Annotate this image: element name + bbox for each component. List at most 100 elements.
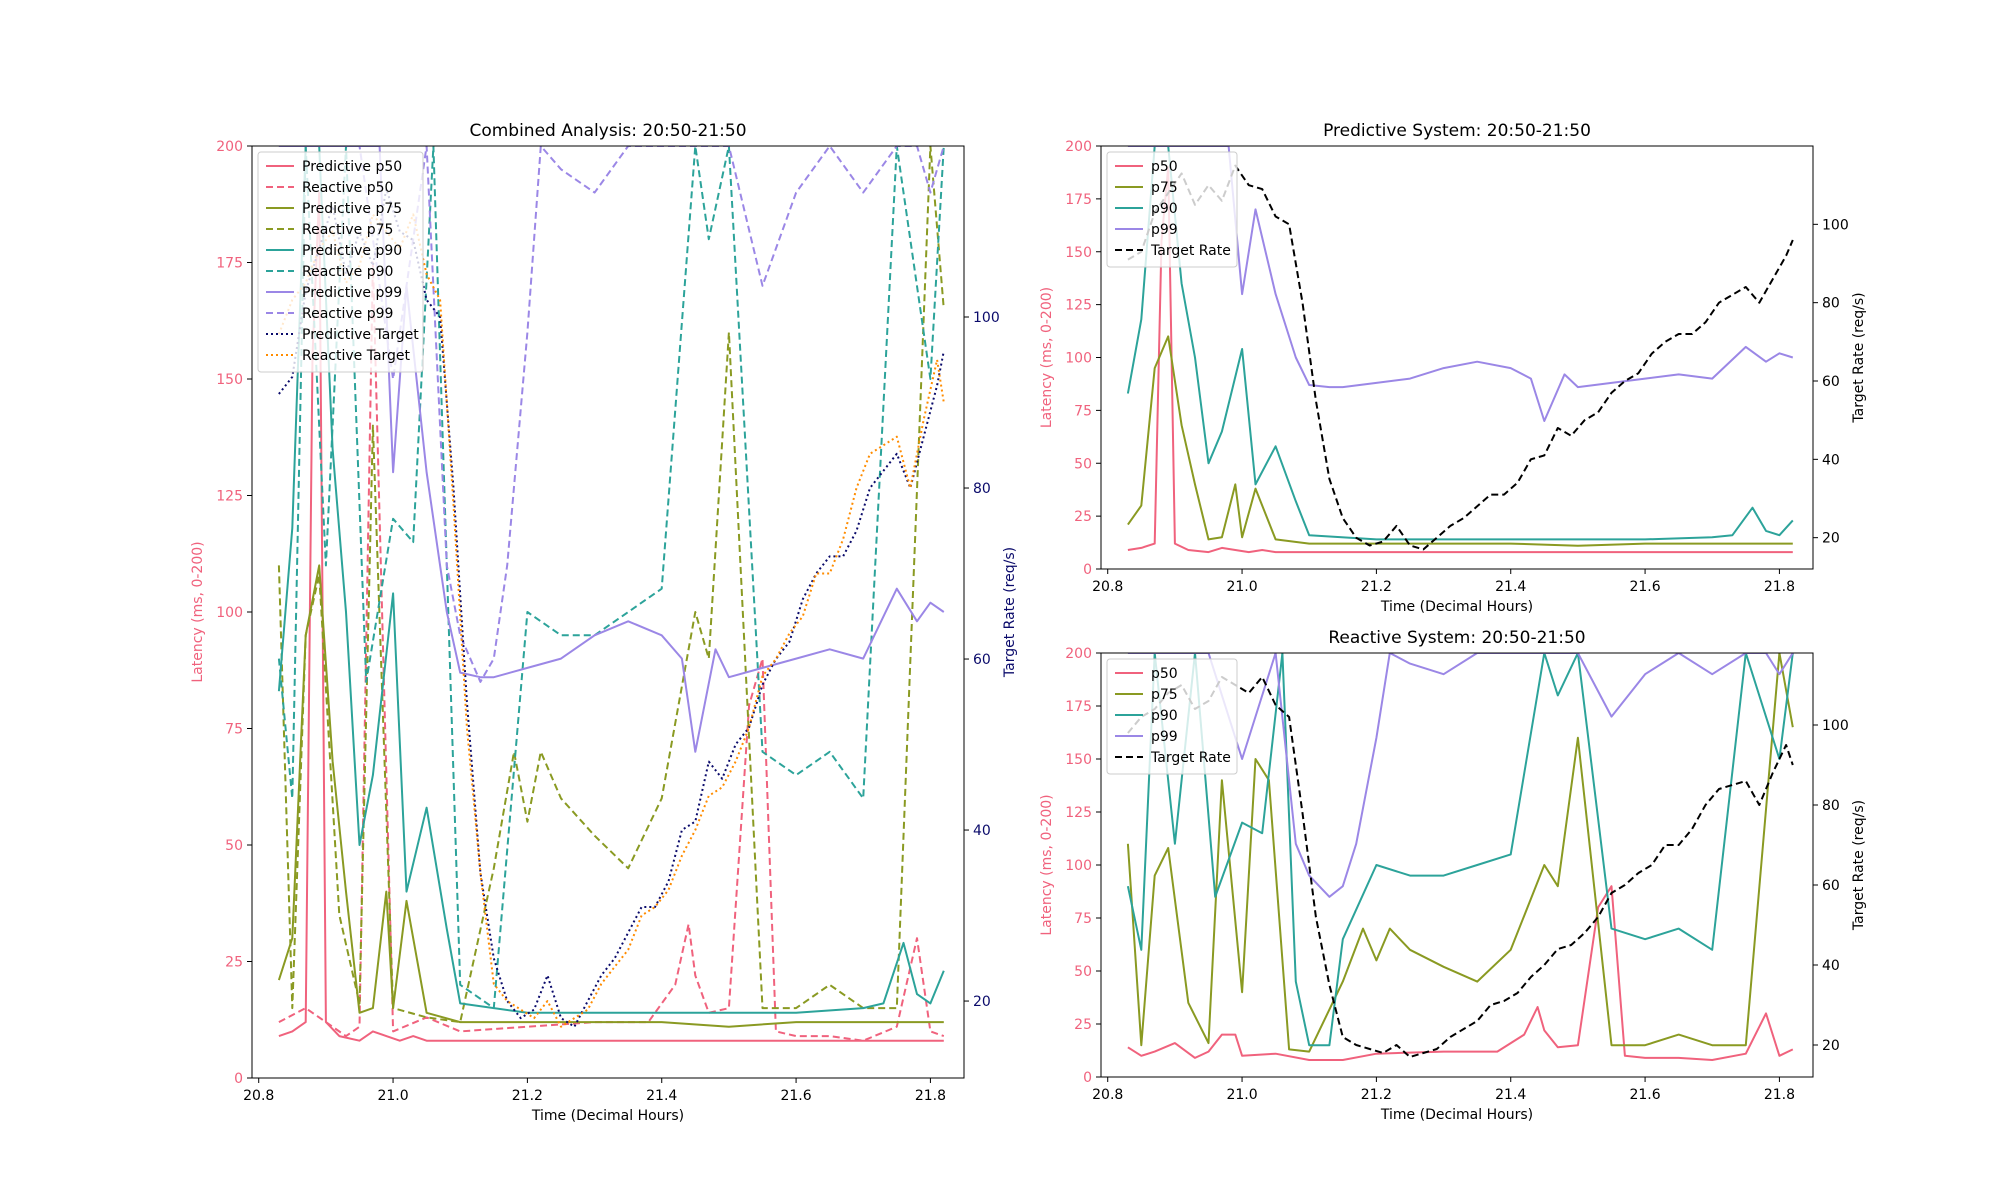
series-line-4 (1127, 676, 1794, 1058)
legend-label: Reactive Target (302, 348, 411, 364)
y2-tick-label: 80 (973, 481, 991, 497)
series-line-1 (278, 261, 945, 1042)
y-tick-label: 150 (1065, 245, 1092, 261)
x-tick-label: 21.8 (915, 1088, 946, 1104)
y-tick-label: 125 (1065, 298, 1092, 314)
y-tick-label: 100 (1065, 858, 1092, 874)
y2-tick-label: 100 (1822, 718, 1849, 734)
y2-axis-label: Target Rate (req/s) (1851, 800, 1867, 931)
series-line-7 (278, 146, 945, 683)
y-tick-label: 50 (225, 838, 243, 854)
y2-axis-label: Target Rate (req/s) (1851, 292, 1867, 423)
y2-tick-label: 80 (1822, 296, 1840, 312)
series-line-2 (1126, 653, 1794, 1047)
legend-label: p90 (1151, 201, 1178, 217)
y-axis-label: Latency (ms, 0-200) (1039, 794, 1055, 935)
x-tick-label: 21.4 (1495, 1087, 1526, 1103)
legend-label: Reactive p50 (302, 180, 393, 196)
y-tick-label: 25 (1074, 509, 1092, 525)
x-axis-label: Time (Decimal Hours) (1380, 599, 1533, 615)
y-tick-label: 25 (1074, 1017, 1092, 1033)
chart-panel-1: 20.8 21.0 21.2 21.4 21.6 21.8 0 25 50 75 100 125 150… (1039, 121, 1867, 615)
y-tick-label: 75 (1074, 911, 1092, 927)
series-line-8 (278, 187, 945, 1028)
y2-tick-label: 40 (1822, 452, 1840, 468)
legend: Predictive p50 Reactive p50 Predictive p75… (257, 151, 424, 373)
legend-box (1106, 151, 1238, 268)
x-tick-label: 21.8 (1764, 1087, 1795, 1103)
x-tick-label: 21.2 (1361, 579, 1392, 595)
series-line-3 (1127, 653, 1794, 898)
x-tick-label: 21.0 (1226, 579, 1257, 595)
y-tick-label: 100 (216, 605, 243, 621)
series-line-2 (277, 564, 944, 1028)
y-tick-label: 175 (1065, 699, 1092, 715)
x-tick-label: 20.8 (243, 1088, 274, 1104)
x-tick-label: 21.6 (1629, 579, 1660, 595)
chart-title: Reactive System: 20:50-21:50 (1328, 628, 1585, 648)
x-tick-label: 21.2 (512, 1088, 543, 1104)
y-tick-label: 150 (216, 372, 243, 388)
y2-tick-label: 100 (1822, 217, 1849, 233)
y-tick-label: 0 (1083, 562, 1092, 578)
legend-label: Reactive p75 (302, 222, 393, 238)
x-tick-label: 21.4 (1495, 579, 1526, 595)
series-line-4 (1127, 164, 1794, 551)
y2-tick-label: 60 (1822, 878, 1840, 894)
series-line-6 (278, 146, 945, 753)
series-lines (1126, 653, 1794, 1061)
y2-tick-label: 100 (973, 310, 1000, 326)
series-line-4 (277, 146, 945, 1014)
legend-label: Predictive p99 (302, 285, 402, 301)
y-tick-label: 0 (234, 1071, 243, 1087)
y-tick-label: 100 (1065, 351, 1092, 367)
y-axis-label: Latency (ms, 0-200) (1039, 287, 1055, 428)
y-tick-label: 50 (1074, 456, 1092, 472)
y-tick-label: 125 (216, 489, 243, 505)
legend-label: Predictive p50 (302, 159, 402, 175)
legend: p50 p75 p90 p99 Target Rate (1106, 658, 1238, 775)
series-line-3 (1127, 146, 1794, 422)
y-tick-label: 75 (1074, 403, 1092, 419)
y2-tick-label: 40 (973, 823, 991, 839)
y2-tick-label: 60 (973, 652, 991, 668)
legend-label: p75 (1151, 180, 1178, 196)
series-line-0 (1127, 885, 1794, 1061)
legend-label: p99 (1151, 222, 1178, 238)
y-tick-label: 175 (1065, 192, 1092, 208)
y2-tick-label: 40 (1822, 958, 1840, 974)
chart-panel-0: 20.8 21.0 21.2 21.4 21.6 21.8 0 25 50 75 100 125 150… (190, 121, 1018, 1124)
x-tick-label: 21.0 (377, 1088, 408, 1104)
series-line-3 (277, 146, 945, 1024)
y-tick-label: 25 (225, 955, 243, 971)
legend-label: p50 (1151, 666, 1178, 682)
y-tick-label: 75 (225, 722, 243, 738)
legend-label: Predictive p90 (302, 243, 402, 259)
y-tick-label: 0 (1083, 1070, 1092, 1086)
y2-axis-label: Target Rate (req/s) (1002, 547, 1018, 678)
y-tick-label: 50 (1074, 964, 1092, 980)
legend-label: Target Rate (1150, 750, 1231, 766)
series-line-1 (1126, 653, 1794, 1053)
legend-label: p50 (1151, 159, 1178, 175)
legend: p50 p75 p90 p99 Target Rate (1106, 151, 1238, 268)
x-tick-label: 21.2 (1361, 1087, 1392, 1103)
legend-box (257, 151, 424, 373)
x-tick-label: 21.4 (646, 1088, 677, 1104)
y2-tick-label: 80 (1822, 798, 1840, 814)
legend-label: p99 (1151, 729, 1178, 745)
y-tick-label: 200 (1065, 139, 1092, 155)
y-tick-label: 175 (216, 256, 243, 272)
legend-label: Target Rate (1150, 243, 1231, 259)
x-tick-label: 21.0 (1226, 1087, 1257, 1103)
x-axis-label: Time (Decimal Hours) (531, 1108, 684, 1124)
x-axis-label: Time (Decimal Hours) (1380, 1107, 1533, 1123)
x-tick-label: 21.6 (780, 1088, 811, 1104)
y2-tick-label: 20 (1822, 1038, 1840, 1054)
y2-tick-label: 60 (1822, 374, 1840, 390)
legend-label: Reactive p90 (302, 264, 393, 280)
y-tick-label: 150 (1065, 752, 1092, 768)
y2-tick-label: 20 (973, 994, 991, 1010)
chart-title: Combined Analysis: 20:50-21:50 (469, 121, 746, 141)
